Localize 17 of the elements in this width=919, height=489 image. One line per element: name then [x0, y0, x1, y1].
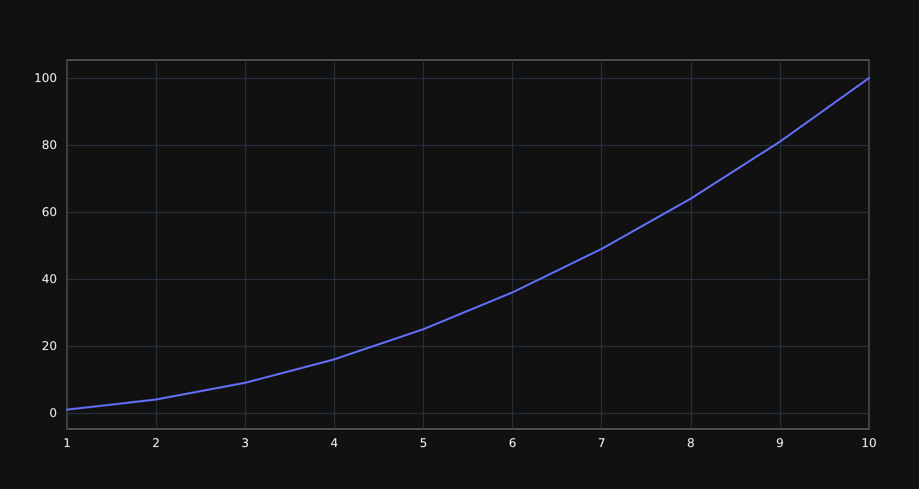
y-tick-label: 60 [42, 205, 57, 220]
x-tick-label: 10 [861, 436, 877, 450]
x-tick-label: 7 [598, 436, 606, 450]
x-tick-label: 2 [152, 436, 160, 450]
y-tick-label: 0 [49, 406, 57, 420]
y-tick-label: 40 [42, 272, 57, 286]
x-tick-label: 9 [776, 436, 784, 450]
x-tick-label: 5 [420, 436, 428, 450]
line-series [66, 77, 870, 411]
x-tick-label: 4 [330, 436, 338, 450]
y-tick-label: 100 [34, 71, 57, 86]
y-tick-label: 80 [42, 138, 57, 152]
x-tick-label: 1 [63, 436, 71, 450]
x-tick-label: 6 [508, 436, 516, 450]
x-tick-label: 8 [686, 436, 695, 450]
x-tick-label: 3 [241, 436, 250, 450]
y-tick-label: 20 [42, 338, 57, 353]
